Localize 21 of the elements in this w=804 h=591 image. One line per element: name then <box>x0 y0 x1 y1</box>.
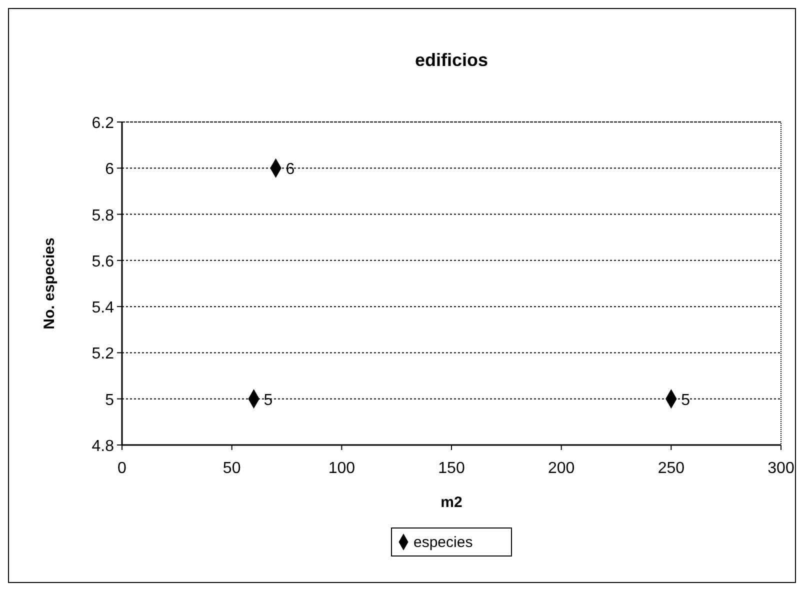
y-tick-label: 5.6 <box>92 253 114 270</box>
y-tick-label: 4.8 <box>92 438 114 455</box>
x-axis-title: m2 <box>440 494 462 511</box>
y-tick-label: 5 <box>105 392 114 409</box>
data-label: 6 <box>286 161 295 178</box>
y-tick-label: 5.2 <box>92 346 114 363</box>
y-tick-label: 5.4 <box>92 300 114 317</box>
y-axis-title: No. especies <box>41 238 58 330</box>
x-tick-label: 100 <box>328 460 356 477</box>
x-tick-label: 300 <box>768 460 794 477</box>
y-tick-label: 5.8 <box>92 207 114 224</box>
y-tick-label: 6.2 <box>92 115 114 132</box>
x-tick-label: 0 <box>118 460 127 477</box>
y-tick-label: 6 <box>105 161 114 178</box>
legend-label: especies <box>414 534 473 551</box>
data-label: 5 <box>264 392 273 409</box>
x-tick-label: 50 <box>222 460 241 477</box>
x-tick-label: 200 <box>548 460 575 477</box>
chart-title: edificios <box>414 50 488 70</box>
x-tick-label: 250 <box>658 460 685 477</box>
x-tick-label: 150 <box>438 460 465 477</box>
